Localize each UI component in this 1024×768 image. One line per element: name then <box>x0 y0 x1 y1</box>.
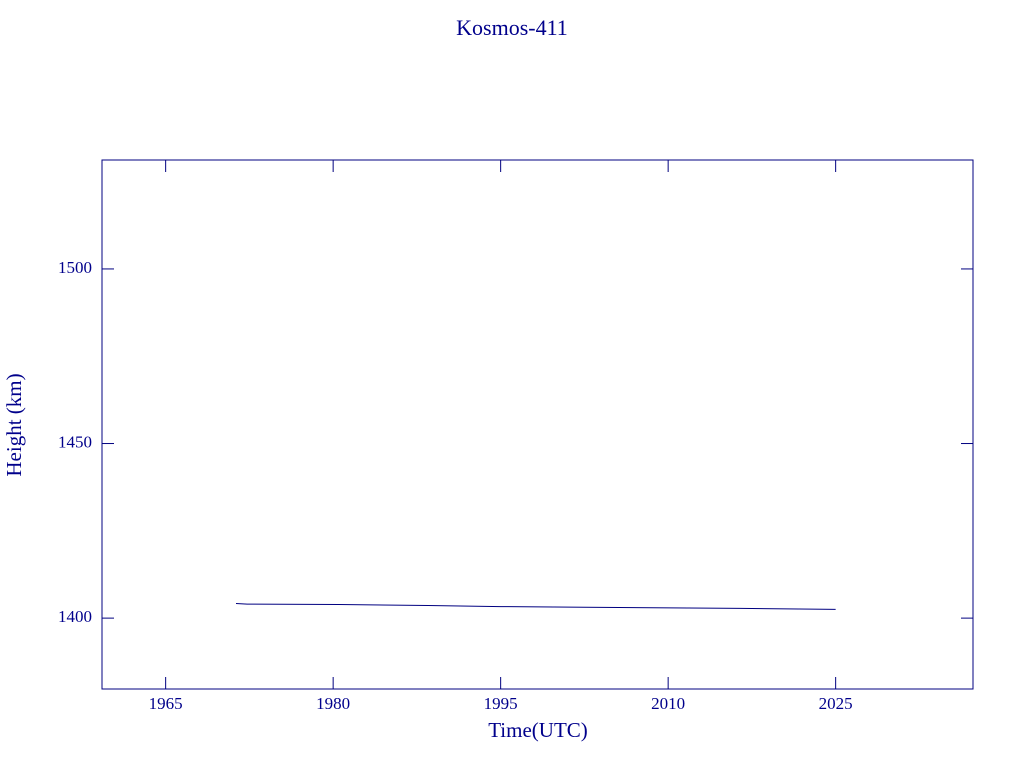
x-tick-label: 1965 <box>149 694 183 713</box>
x-tick-label: 1980 <box>316 694 350 713</box>
plot-frame <box>101 159 974 690</box>
x-axis-label: Time(UTC) <box>488 718 588 742</box>
chart-title: Kosmos-411 <box>456 15 568 40</box>
data-line <box>235 602 836 610</box>
x-tick-label: 1995 <box>484 694 518 713</box>
x-tick-label: 2025 <box>819 694 853 713</box>
y-axis-label: Height (km) <box>2 373 26 476</box>
x-tick-label: 2010 <box>651 694 685 713</box>
y-tick-label: 1400 <box>58 607 92 626</box>
y-tick-label: 1500 <box>58 258 92 277</box>
y-tick-label: 1450 <box>58 432 92 451</box>
